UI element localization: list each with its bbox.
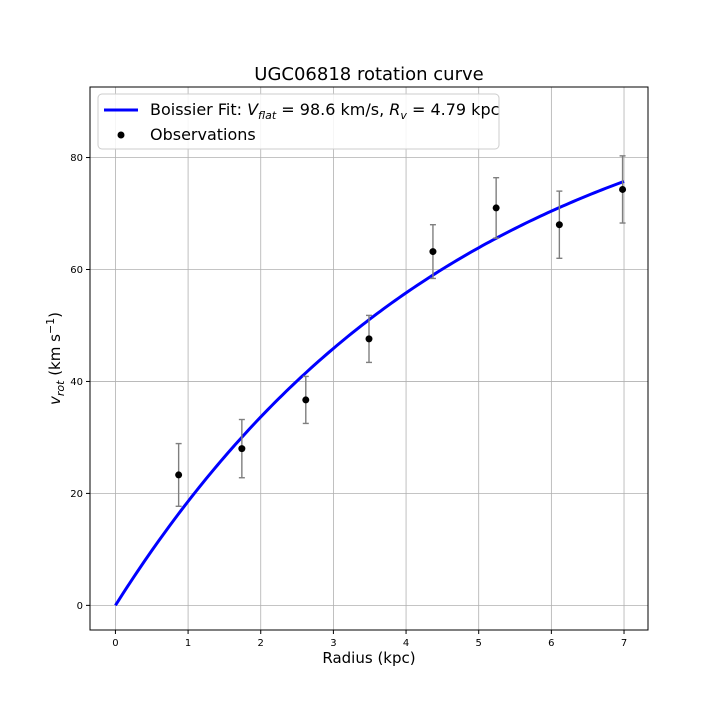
observation-marker <box>365 335 373 343</box>
y-tick-label: 60 <box>70 265 83 276</box>
x-tick-label: 5 <box>476 638 482 649</box>
observation-point <box>492 176 500 239</box>
x-tick-label: 3 <box>330 638 336 649</box>
observation-marker <box>555 221 563 229</box>
plot-frame <box>89 86 649 631</box>
y-tick-label: 20 <box>70 489 83 500</box>
x-tick-label: 6 <box>548 638 554 649</box>
legend: Boissier Fit: Vflat = 98.6 km/s, Rv = 4.… <box>97 93 500 150</box>
axis-ticks: 0 1 2 3 4 5 6 7 0 20 40 60 80 <box>70 153 627 649</box>
y-axis-label: vrot (km s−1) <box>44 312 67 405</box>
x-tick-label: 1 <box>185 638 191 649</box>
legend-observations-marker <box>117 131 125 139</box>
chart-title: UGC06818 rotation curve <box>254 64 483 85</box>
x-axis-label: Radius (kpc) <box>322 649 415 667</box>
observation-point <box>175 442 183 507</box>
y-tick-label: 40 <box>70 377 83 388</box>
observation-marker <box>302 396 310 404</box>
observation-point <box>429 224 437 280</box>
observation-point <box>555 190 563 259</box>
boissier-fit-line <box>114 180 625 607</box>
observation-point <box>619 155 627 224</box>
legend-observations-label: Observations <box>150 125 256 144</box>
x-tick-label: 2 <box>258 638 264 649</box>
observation-marker <box>492 204 500 212</box>
observation-point <box>238 418 246 479</box>
grid <box>90 87 648 630</box>
observation-marker <box>175 471 183 479</box>
observations-series <box>175 155 627 507</box>
observation-point <box>302 375 310 425</box>
fit-series <box>114 180 625 607</box>
observation-marker <box>429 248 437 256</box>
x-tick-label: 4 <box>403 638 409 649</box>
observation-marker <box>238 445 246 453</box>
x-tick-label: 7 <box>621 638 627 649</box>
observation-point <box>365 314 373 364</box>
y-tick-label: 80 <box>70 153 83 164</box>
y-tick-label: 0 <box>77 601 83 612</box>
x-tick-label: 0 <box>112 638 118 649</box>
observation-marker <box>619 185 627 193</box>
legend-box <box>97 93 500 150</box>
legend-fit-label: Boissier Fit: Vflat = 98.6 km/s, Rv = 4.… <box>150 100 499 122</box>
